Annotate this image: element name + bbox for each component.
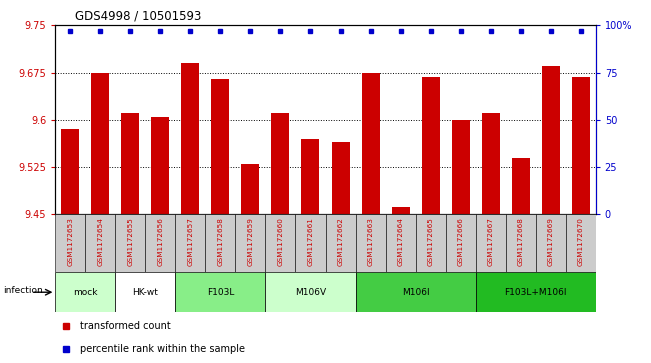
Bar [452, 120, 469, 214]
Bar [476, 214, 506, 272]
Text: GSM1172662: GSM1172662 [337, 217, 344, 266]
Text: GSM1172657: GSM1172657 [187, 217, 193, 266]
Text: GSM1172661: GSM1172661 [307, 217, 314, 266]
Bar [121, 114, 139, 214]
Bar [115, 272, 175, 312]
Bar [206, 214, 236, 272]
Bar [355, 214, 385, 272]
Bar [175, 214, 206, 272]
Bar [301, 139, 320, 214]
Text: GSM1172667: GSM1172667 [488, 217, 493, 266]
Text: GSM1172665: GSM1172665 [428, 217, 434, 266]
Text: F103L+M106I: F103L+M106I [505, 288, 567, 297]
Text: GSM1172659: GSM1172659 [247, 217, 253, 266]
Text: GSM1172669: GSM1172669 [547, 217, 553, 266]
Text: GDS4998 / 10501593: GDS4998 / 10501593 [75, 9, 201, 22]
Bar [506, 214, 536, 272]
Text: GSM1172668: GSM1172668 [518, 217, 523, 266]
Bar [566, 214, 596, 272]
Bar [542, 66, 560, 214]
Bar [91, 73, 109, 214]
Bar [182, 63, 199, 214]
Text: GSM1172663: GSM1172663 [368, 217, 374, 266]
Bar [512, 158, 530, 214]
Bar [415, 214, 445, 272]
Text: GSM1172654: GSM1172654 [98, 217, 104, 266]
Text: mock: mock [73, 288, 98, 297]
Bar [266, 272, 355, 312]
Bar [536, 214, 566, 272]
Text: infection: infection [3, 286, 43, 295]
Bar [175, 272, 266, 312]
Text: GSM1172658: GSM1172658 [217, 217, 223, 266]
Bar [145, 214, 175, 272]
Bar [422, 77, 439, 214]
Bar [85, 214, 115, 272]
Bar [482, 114, 499, 214]
Bar [61, 129, 79, 214]
Bar [212, 79, 229, 214]
Bar [361, 73, 380, 214]
Bar [355, 272, 476, 312]
Bar [331, 142, 350, 214]
Bar [445, 214, 476, 272]
Text: M106V: M106V [295, 288, 326, 297]
Text: F103L: F103L [207, 288, 234, 297]
Text: GSM1172666: GSM1172666 [458, 217, 464, 266]
Bar [391, 207, 409, 214]
Bar [236, 214, 266, 272]
Bar [55, 272, 115, 312]
Bar [152, 117, 169, 214]
Text: M106I: M106I [402, 288, 430, 297]
Text: GSM1172655: GSM1172655 [128, 217, 133, 266]
Bar [476, 272, 596, 312]
Text: percentile rank within the sample: percentile rank within the sample [79, 344, 245, 354]
Text: HK-wt: HK-wt [132, 288, 158, 297]
Text: GSM1172670: GSM1172670 [577, 217, 584, 266]
Bar [296, 214, 326, 272]
Bar [266, 214, 296, 272]
Text: GSM1172660: GSM1172660 [277, 217, 283, 266]
Bar [326, 214, 355, 272]
Bar [572, 77, 590, 214]
Bar [55, 214, 85, 272]
Text: transformed count: transformed count [79, 321, 171, 331]
Text: GSM1172653: GSM1172653 [67, 217, 74, 266]
Bar [242, 164, 260, 214]
Bar [385, 214, 415, 272]
Bar [115, 214, 145, 272]
Bar [271, 114, 290, 214]
Text: GSM1172664: GSM1172664 [398, 217, 404, 266]
Text: GSM1172656: GSM1172656 [158, 217, 163, 266]
